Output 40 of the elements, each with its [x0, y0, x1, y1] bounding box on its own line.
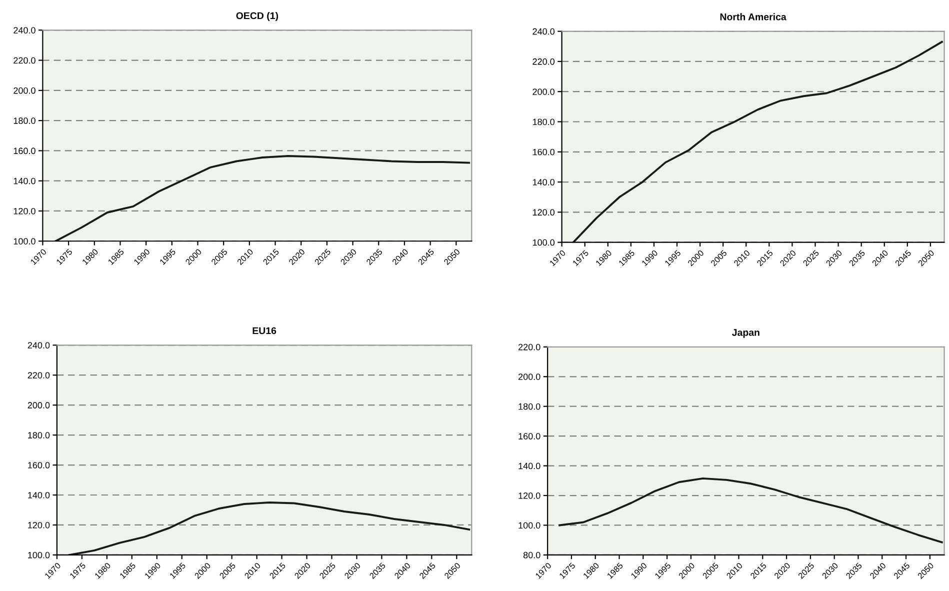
- y-tick-label: 220.0: [14, 57, 36, 64]
- y-tick-label: 100.0: [532, 239, 555, 246]
- y-tick-label: 180.0: [14, 118, 36, 124]
- y-tick-label: 80.0: [523, 552, 540, 558]
- y-tick-label: 180.0: [532, 118, 555, 126]
- y-tick-label: 100.0: [28, 552, 50, 558]
- y-tick-label: 140.0: [14, 178, 36, 184]
- line-series: [572, 40, 943, 242]
- y-tick-label: 220.0: [532, 58, 555, 65]
- line-series: [558, 477, 943, 544]
- y-tick-label: 100.0: [518, 522, 540, 529]
- y-tick-label: 220.0: [28, 372, 50, 378]
- y-tick-label: 120.0: [28, 522, 50, 528]
- chart-title: EU16: [252, 327, 276, 334]
- y-tick-label: 180.0: [28, 432, 50, 438]
- y-tick-label: 120.0: [14, 208, 36, 214]
- y-tick-label: 100.0: [14, 238, 36, 244]
- y-tick-label: 240.0: [532, 28, 555, 35]
- y-tick-label: 240.0: [28, 342, 50, 349]
- y-tick-label: 200.0: [532, 88, 555, 95]
- y-tick-label: 120.0: [532, 209, 555, 216]
- y-tick-label: 160.0: [532, 148, 555, 156]
- y-tick-label: 120.0: [518, 492, 540, 499]
- y-tick-label: 200.0: [14, 87, 36, 94]
- chart-title: Japan: [732, 329, 760, 338]
- y-tick-label: 160.0: [28, 462, 50, 468]
- y-tick-label: 140.0: [28, 492, 50, 498]
- y-tick-label: 220.0: [518, 344, 540, 350]
- y-tick-label: 160.0: [518, 433, 540, 440]
- line-series: [54, 155, 470, 242]
- y-tick-label: 160.0: [14, 148, 36, 154]
- line-series: [68, 502, 470, 555]
- y-tick-label: 200.0: [28, 402, 50, 408]
- y-tick-label: 180.0: [518, 403, 540, 410]
- chart-title: North America: [720, 13, 786, 20]
- y-tick-label: 140.0: [532, 178, 555, 186]
- y-tick-label: 240.0: [14, 27, 36, 34]
- y-tick-label: 200.0: [518, 374, 540, 380]
- y-tick-label: 140.0: [518, 462, 540, 470]
- chart-title: OECD (1): [236, 12, 278, 22]
